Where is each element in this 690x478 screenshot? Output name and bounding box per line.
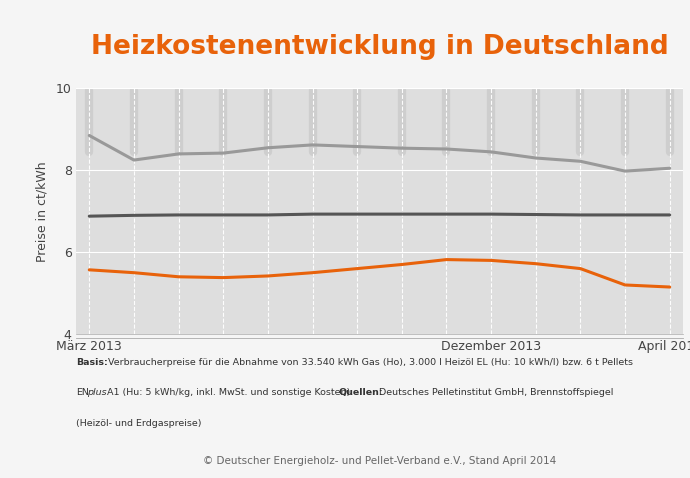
Text: plus: plus <box>87 388 106 397</box>
Text: (Heizöl- und Erdgaspreise): (Heizöl- und Erdgaspreise) <box>76 419 201 428</box>
Text: Quellen:: Quellen: <box>339 388 384 397</box>
Text: Basis:: Basis: <box>76 358 108 367</box>
Text: A1 (Hu: 5 kWh/kg, inkl. MwSt. und sonstige Kosten).: A1 (Hu: 5 kWh/kg, inkl. MwSt. und sonsti… <box>104 388 357 397</box>
Text: © Deutscher Energieholz- und Pellet-Verband e.V., Stand April 2014: © Deutscher Energieholz- und Pellet-Verb… <box>203 456 556 466</box>
Text: Deutsches Pelletinstitut GmbH, Brennstoffspiegel: Deutsches Pelletinstitut GmbH, Brennstof… <box>377 388 614 397</box>
Text: EN: EN <box>76 388 89 397</box>
Y-axis label: Preise in ct/kWh: Preise in ct/kWh <box>36 161 49 261</box>
Text: Heizkostenentwicklung in Deutschland: Heizkostenentwicklung in Deutschland <box>90 34 669 60</box>
Text: Verbraucherpreise für die Abnahme von 33.540 kWh Gas (Ho), 3.000 l Heizöl EL (Hu: Verbraucherpreise für die Abnahme von 33… <box>105 358 633 367</box>
